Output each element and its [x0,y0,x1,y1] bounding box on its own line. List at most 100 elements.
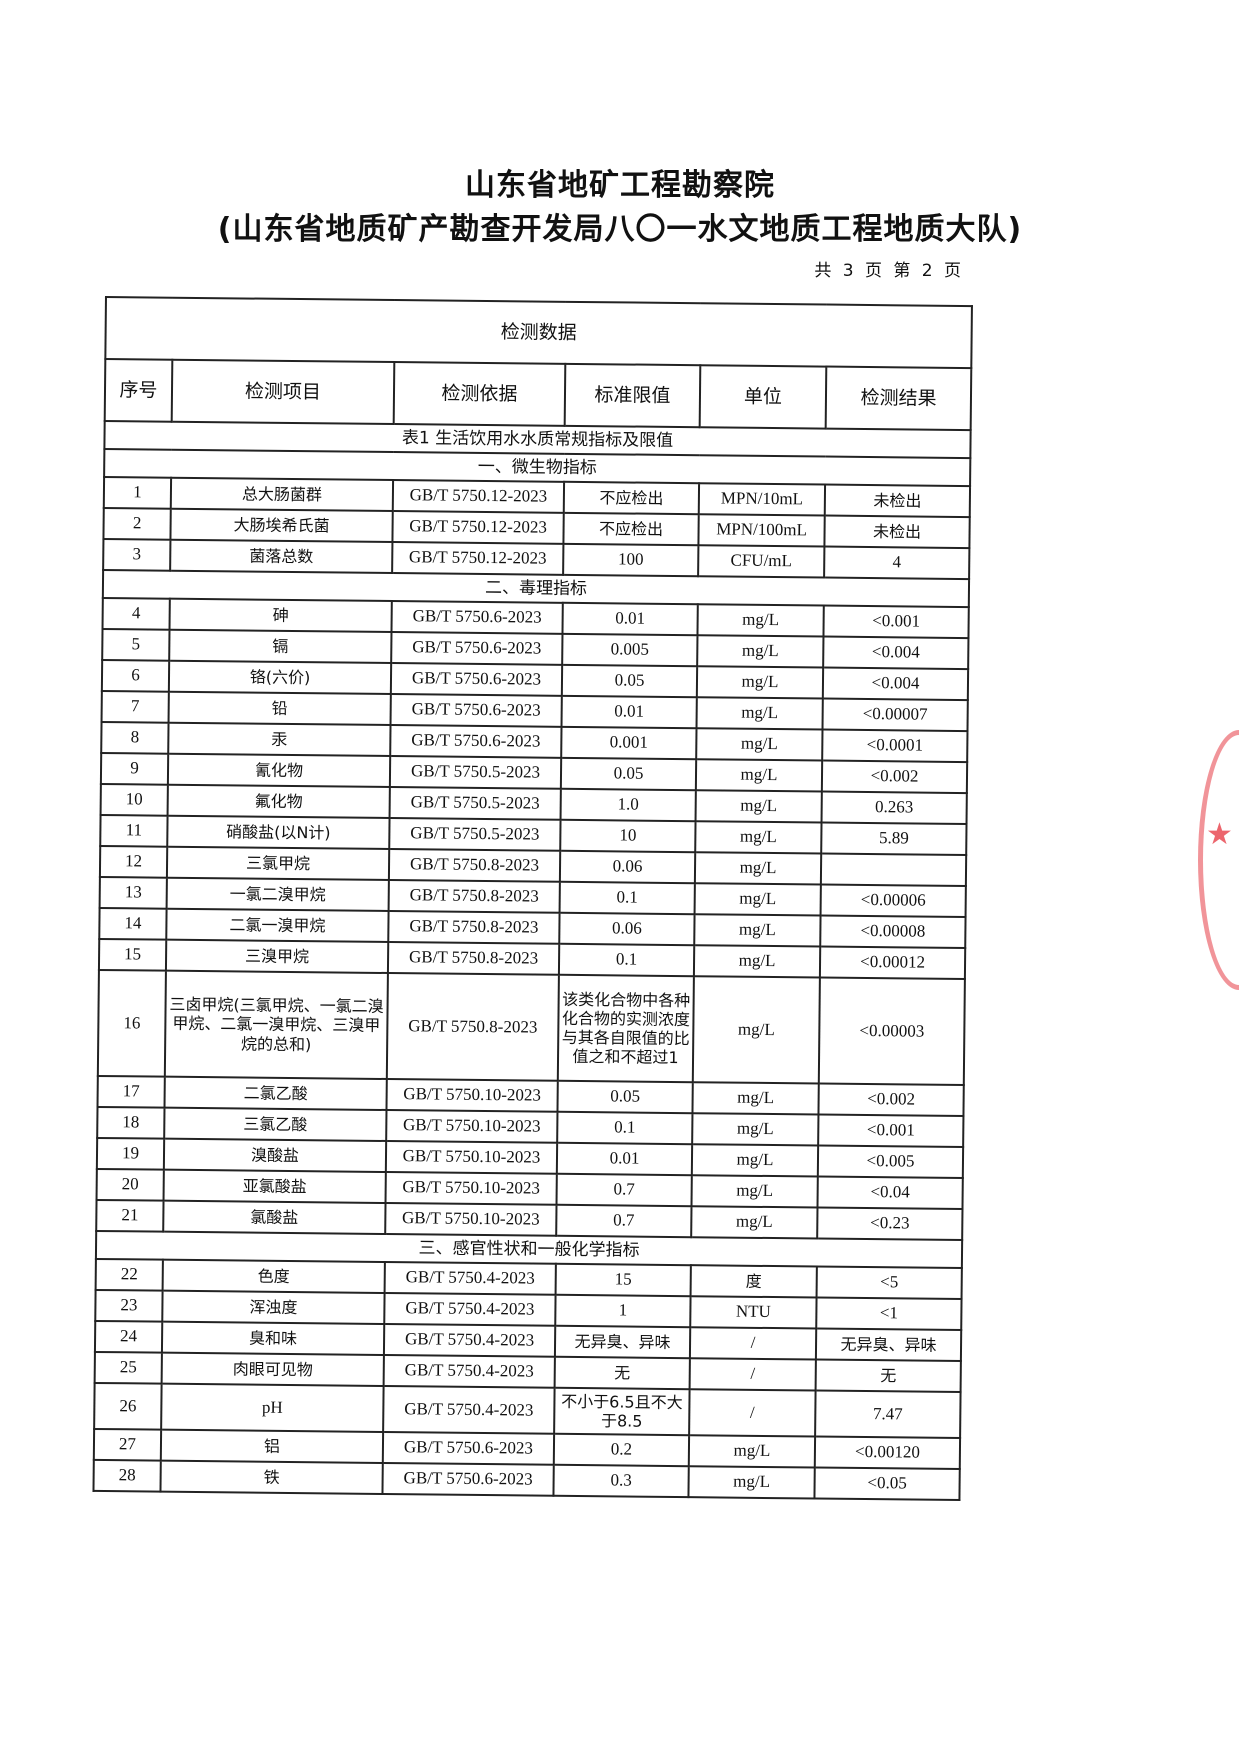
cell-seq: 20 [96,1168,164,1201]
cell-basis: GB/T 5750.6-2023 [391,601,563,634]
cell-unit: mg/L [697,635,824,668]
cell-limit: 0.001 [561,726,697,760]
cell-limit: 0.01 [562,602,698,636]
cell-basis: GB/T 5750.6-2023 [382,1462,554,1496]
cell-seq: 23 [95,1289,163,1322]
cell-result: <1 [816,1297,962,1331]
cell-result: <0.002 [818,1083,964,1117]
cell-seq: 2 [103,507,171,540]
cell-item: 菌落总数 [170,539,393,574]
cell-unit: mg/L [691,1175,818,1208]
cell-item: 三氯甲烷 [166,846,390,881]
cell-basis: GB/T 5750.12-2023 [392,511,564,544]
cell-basis: GB/T 5750.4-2023 [383,1323,556,1357]
cell-unit: mg/L [691,1206,818,1239]
cell-item: 镉 [169,629,392,664]
cell-seq: 22 [95,1258,163,1291]
cell-unit: mg/L [694,914,821,947]
cell-seq: 5 [102,628,170,661]
cell-item: 一氯二溴甲烷 [166,877,389,912]
cell-limit: 10 [560,819,696,853]
cell-result: <0.002 [821,760,968,794]
org-title: 山东省地矿工程勘察院 [465,168,775,203]
cell-item: 大肠埃希氏菌 [170,508,393,543]
cell-seq: 24 [94,1320,163,1353]
red-seal-stamp [1198,730,1239,990]
cell-basis: GB/T 5750.12-2023 [392,480,565,513]
cell-limit: 0.2 [553,1433,690,1467]
cell-unit: mg/L [688,1435,816,1468]
cell-seq: 8 [101,721,169,754]
cell-unit: mg/L [692,976,820,1084]
cell-limit: 1.0 [560,788,696,822]
cell-item: 总大肠菌群 [170,477,394,512]
cell-result: 无 [815,1359,961,1393]
cell-result: 4 [824,546,970,580]
cell-unit: mg/L [695,790,822,823]
col-header-limit: 标准限值 [564,363,701,428]
cell-item: 肉眼可见物 [161,1352,384,1386]
cell-item: pH [161,1383,384,1432]
cell-basis: GB/T 5750.8-2023 [388,849,561,882]
cell-seq: 14 [99,907,167,940]
cell-limit: 0.06 [559,912,695,946]
cell-basis: GB/T 5750.8-2023 [388,911,560,944]
cell-basis: GB/T 5750.4-2023 [383,1385,555,1434]
cell-seq: 6 [101,659,170,692]
cell-item: 汞 [168,722,391,757]
cell-limit: 0.06 [559,850,696,884]
cell-limit: 0.05 [560,757,697,791]
cell-unit: mg/L [695,759,823,792]
cell-item: 氰化物 [167,753,391,788]
cell-result: <0.05 [814,1467,960,1501]
cell-seq: 3 [103,538,171,571]
cell-item: 二氯一溴甲烷 [166,908,389,943]
cell-seq: 12 [99,845,168,878]
cell-limit: 0.05 [561,664,698,698]
cell-seq: 25 [94,1351,162,1384]
cell-item: 亚氯酸盐 [163,1169,386,1203]
cell-unit: mg/L [697,604,824,637]
cell-unit: / [689,1389,816,1437]
col-header-item: 检测项目 [171,359,395,425]
cell-seq: 10 [100,783,168,816]
cell-result: 未检出 [824,484,971,518]
col-header-seq: 序号 [104,359,173,422]
cell-unit: mg/L [688,1466,815,1499]
cell-limit: 0.05 [557,1080,693,1114]
cell-unit: mg/L [694,852,822,885]
cell-result: <0.00012 [819,946,966,980]
cell-unit: mg/L [696,697,823,730]
cell-result: 无异臭、异味 [815,1328,962,1362]
cell-limit: 0.1 [559,881,695,915]
cell-basis: GB/T 5750.10-2023 [385,1140,558,1174]
cell-unit: mg/L [692,1082,819,1115]
table-caption: 检测数据 [105,297,973,369]
cell-item: 氯酸盐 [163,1200,386,1234]
cell-result: <0.001 [818,1114,964,1148]
col-header-result: 检测结果 [825,366,972,431]
cell-limit: 1 [555,1294,691,1328]
org-subtitle: (山东省地质矿产勘查开发局八〇一水文地质工程地质大队) [217,212,1023,247]
cell-unit: mg/L [694,883,821,916]
cell-result: <0.004 [823,636,969,670]
cell-basis: GB/T 5750.6-2023 [382,1431,555,1465]
cell-limit: 不应检出 [563,512,699,546]
cell-unit: mg/L [692,1113,819,1146]
cell-seq: 27 [93,1428,162,1461]
cell-limit: 不小于6.5且不大于8.5 [554,1387,690,1436]
cell-result: 未检出 [824,515,970,549]
cell-unit: MPN/100mL [698,514,825,547]
cell-limit: 100 [563,543,699,577]
cell-limit: 0.1 [558,943,695,977]
cell-basis: GB/T 5750.5-2023 [389,787,561,820]
cell-result: <0.00006 [820,884,966,918]
cell-seq: 11 [100,814,168,847]
cell-seq: 26 [94,1382,162,1430]
table-caption-row: 检测数据 [105,297,973,369]
cell-limit: 无异臭、异味 [554,1325,691,1359]
cell-item: 三氯乙酸 [164,1107,387,1141]
col-header-basis: 检测依据 [393,362,566,426]
cell-limit: 0.01 [556,1142,693,1176]
cell-limit: 无 [554,1356,690,1390]
